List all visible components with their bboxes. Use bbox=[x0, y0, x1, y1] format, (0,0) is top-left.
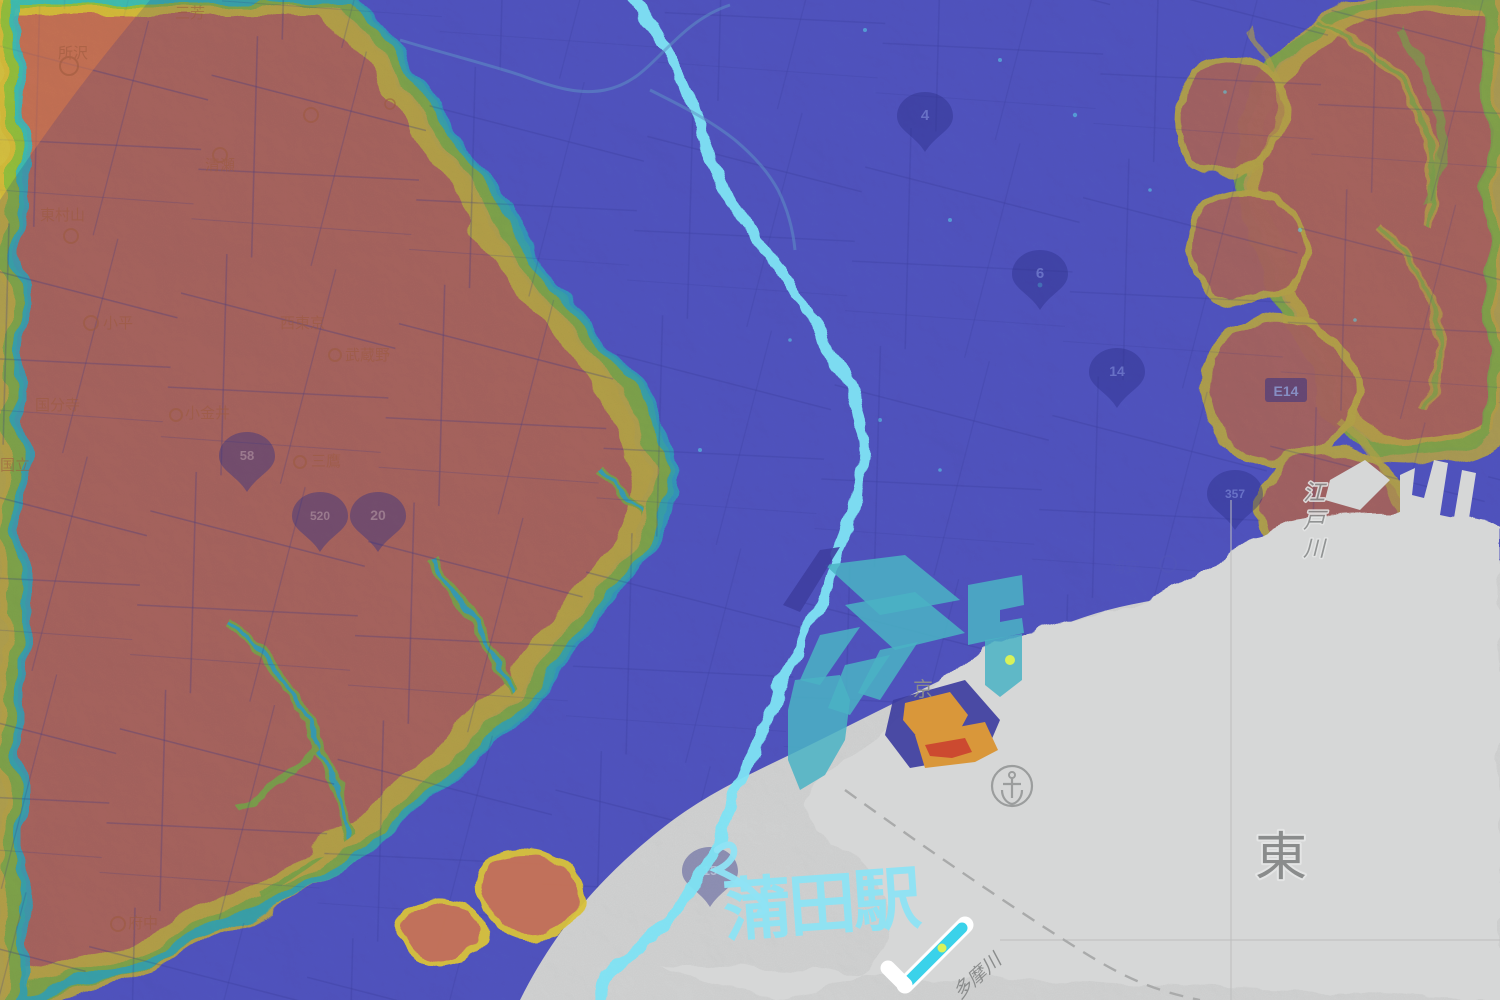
svg-text:E14: E14 bbox=[1274, 383, 1299, 399]
svg-text:江: 江 bbox=[1303, 480, 1327, 505]
svg-text:357: 357 bbox=[1225, 487, 1245, 501]
svg-text:520: 520 bbox=[310, 509, 330, 523]
svg-text:58: 58 bbox=[240, 448, 254, 463]
svg-text:4: 4 bbox=[921, 107, 930, 124]
svg-text:清瀬: 清瀬 bbox=[205, 157, 235, 174]
svg-text:蒲田駅: 蒲田駅 bbox=[721, 860, 924, 950]
svg-text:東村山: 東村山 bbox=[40, 207, 85, 224]
svg-text:東: 東 bbox=[1255, 829, 1307, 887]
svg-text:川: 川 bbox=[1303, 536, 1327, 561]
svg-text:国立: 国立 bbox=[0, 457, 30, 474]
svg-text:所沢: 所沢 bbox=[58, 45, 88, 62]
svg-text:浦安: 浦安 bbox=[1110, 559, 1140, 576]
svg-text:京: 京 bbox=[913, 678, 933, 701]
svg-text:三鷹: 三鷹 bbox=[311, 453, 341, 470]
svg-text:国分寺: 国分寺 bbox=[35, 397, 80, 414]
svg-text:6: 6 bbox=[1036, 265, 1044, 282]
svg-text:14: 14 bbox=[1109, 363, 1125, 379]
svg-text:西東京: 西東京 bbox=[280, 315, 325, 332]
svg-text:小金井: 小金井 bbox=[185, 405, 230, 422]
svg-text:三芳: 三芳 bbox=[175, 5, 205, 22]
svg-text:武蔵野: 武蔵野 bbox=[345, 347, 390, 364]
svg-text:府中: 府中 bbox=[128, 915, 158, 932]
svg-text:戸: 戸 bbox=[1303, 508, 1328, 533]
svg-text:20: 20 bbox=[370, 507, 386, 523]
svg-text:小平: 小平 bbox=[103, 315, 133, 332]
